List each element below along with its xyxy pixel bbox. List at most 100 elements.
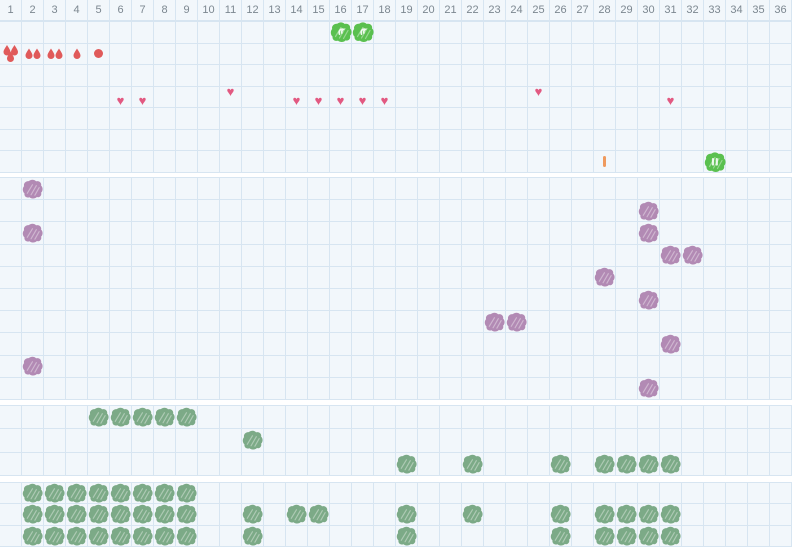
grid-cell[interactable] bbox=[352, 22, 374, 44]
grid-cell[interactable] bbox=[242, 452, 264, 476]
grid-cell[interactable] bbox=[176, 200, 198, 223]
grid-cell[interactable] bbox=[0, 244, 22, 267]
grid-cell[interactable] bbox=[726, 311, 748, 334]
grid-cell[interactable] bbox=[88, 129, 110, 152]
grid-cell[interactable] bbox=[726, 525, 748, 547]
grid-cell[interactable] bbox=[44, 108, 66, 130]
grid-cell[interactable] bbox=[594, 483, 616, 505]
grid-cell[interactable] bbox=[308, 525, 330, 547]
grid-cell[interactable] bbox=[550, 65, 572, 87]
grid-cell[interactable] bbox=[594, 504, 616, 526]
grid-cell[interactable] bbox=[770, 65, 792, 87]
grid-cell[interactable] bbox=[44, 129, 66, 152]
grid-cell[interactable] bbox=[462, 108, 484, 130]
grid-cell[interactable] bbox=[748, 452, 770, 476]
grid-cell[interactable] bbox=[660, 129, 682, 152]
grid-cell[interactable] bbox=[418, 525, 440, 547]
grid-cell[interactable] bbox=[198, 311, 220, 334]
grid-cell[interactable] bbox=[726, 244, 748, 267]
grid-cell[interactable] bbox=[528, 178, 550, 201]
grid-cell[interactable] bbox=[682, 406, 704, 430]
grid-cell[interactable] bbox=[352, 377, 374, 400]
grid-cell[interactable] bbox=[88, 377, 110, 400]
grid-cell[interactable] bbox=[462, 311, 484, 334]
grid-cell[interactable] bbox=[176, 311, 198, 334]
grid-cell[interactable] bbox=[176, 22, 198, 44]
grid-cell[interactable] bbox=[308, 43, 330, 66]
grid-cell[interactable] bbox=[286, 311, 308, 334]
grid-cell[interactable] bbox=[352, 333, 374, 356]
grid-cell[interactable] bbox=[176, 504, 198, 526]
grid-cell[interactable] bbox=[638, 377, 660, 400]
grid-cell[interactable] bbox=[330, 200, 352, 223]
grid-cell[interactable] bbox=[616, 504, 638, 526]
grid-cell[interactable] bbox=[770, 525, 792, 547]
grid-cell[interactable] bbox=[660, 22, 682, 44]
grid-cell[interactable] bbox=[132, 406, 154, 430]
grid-cell[interactable] bbox=[704, 86, 726, 109]
grid-cell[interactable] bbox=[396, 406, 418, 430]
grid-cell[interactable] bbox=[352, 406, 374, 430]
grid-cell[interactable] bbox=[396, 452, 418, 476]
grid-cell[interactable] bbox=[594, 377, 616, 400]
grid-cell[interactable] bbox=[198, 525, 220, 547]
grid-cell[interactable] bbox=[88, 222, 110, 245]
grid-cell[interactable] bbox=[0, 377, 22, 400]
grid-cell[interactable] bbox=[220, 244, 242, 267]
grid-cell[interactable] bbox=[726, 222, 748, 245]
grid-cell[interactable] bbox=[506, 311, 528, 334]
grid-cell[interactable] bbox=[308, 108, 330, 130]
grid-cell[interactable] bbox=[748, 289, 770, 312]
grid-cell[interactable] bbox=[66, 483, 88, 505]
grid-cell[interactable] bbox=[396, 151, 418, 173]
grid-cell[interactable] bbox=[44, 289, 66, 312]
grid-cell[interactable] bbox=[418, 244, 440, 267]
grid-cell[interactable] bbox=[330, 406, 352, 430]
grid-cell[interactable] bbox=[682, 333, 704, 356]
grid-cell[interactable] bbox=[44, 222, 66, 245]
grid-cell[interactable] bbox=[88, 22, 110, 44]
grid-cell[interactable] bbox=[308, 333, 330, 356]
grid-cell[interactable] bbox=[704, 311, 726, 334]
grid-cell[interactable] bbox=[264, 289, 286, 312]
grid-cell[interactable] bbox=[374, 129, 396, 152]
grid-cell[interactable] bbox=[396, 429, 418, 453]
grid-cell[interactable] bbox=[704, 504, 726, 526]
grid-cell[interactable] bbox=[88, 311, 110, 334]
grid-cell[interactable] bbox=[132, 377, 154, 400]
grid-cell[interactable] bbox=[396, 377, 418, 400]
grid-cell[interactable] bbox=[132, 429, 154, 453]
grid-cell[interactable] bbox=[154, 406, 176, 430]
grid-cell[interactable] bbox=[440, 22, 462, 44]
grid-cell[interactable] bbox=[352, 244, 374, 267]
grid-cell[interactable] bbox=[770, 178, 792, 201]
grid-cell[interactable] bbox=[66, 311, 88, 334]
grid-cell[interactable] bbox=[242, 311, 264, 334]
grid-cell[interactable] bbox=[198, 429, 220, 453]
grid-cell[interactable] bbox=[264, 525, 286, 547]
grid-cell[interactable] bbox=[550, 86, 572, 109]
grid-cell[interactable] bbox=[176, 266, 198, 289]
grid-cell[interactable] bbox=[154, 86, 176, 109]
grid-cell[interactable] bbox=[726, 108, 748, 130]
grid-cell[interactable] bbox=[726, 289, 748, 312]
grid-cell[interactable] bbox=[66, 333, 88, 356]
grid-cell[interactable] bbox=[506, 429, 528, 453]
grid-cell[interactable] bbox=[264, 222, 286, 245]
grid-cell[interactable] bbox=[418, 178, 440, 201]
grid-cell[interactable] bbox=[418, 429, 440, 453]
grid-cell[interactable] bbox=[660, 355, 682, 378]
grid-cell[interactable] bbox=[132, 289, 154, 312]
grid-cell[interactable] bbox=[110, 108, 132, 130]
grid-cell[interactable] bbox=[330, 289, 352, 312]
grid-cell[interactable] bbox=[550, 483, 572, 505]
grid-cell[interactable] bbox=[418, 86, 440, 109]
grid-cell[interactable] bbox=[594, 43, 616, 66]
grid-cell[interactable] bbox=[154, 22, 176, 44]
grid-cell[interactable] bbox=[572, 504, 594, 526]
grid-cell[interactable] bbox=[550, 333, 572, 356]
grid-cell[interactable] bbox=[132, 311, 154, 334]
grid-cell[interactable] bbox=[132, 200, 154, 223]
grid-cell[interactable] bbox=[132, 244, 154, 267]
grid-cell[interactable] bbox=[704, 151, 726, 173]
